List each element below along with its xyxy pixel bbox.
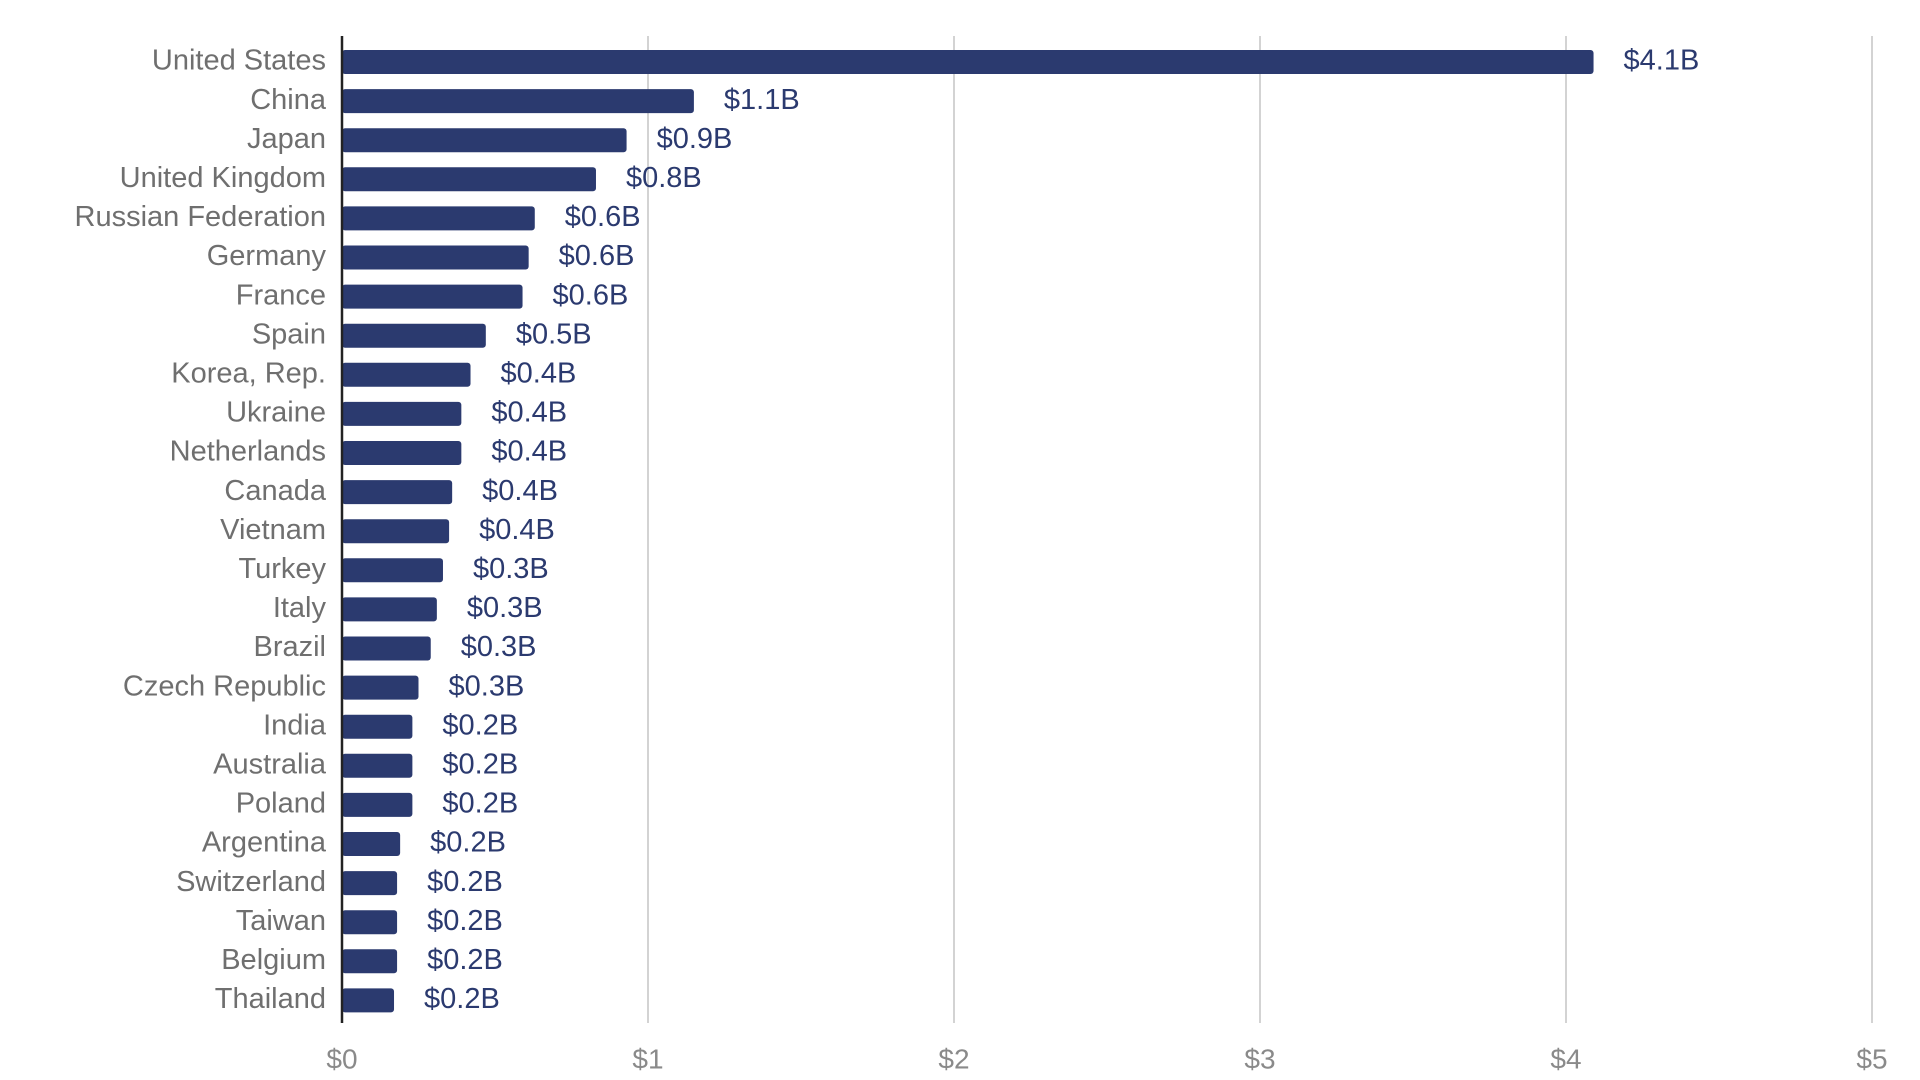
- bar: [342, 362, 471, 387]
- category-label: Netherlands: [170, 436, 326, 468]
- bar: [342, 714, 413, 739]
- category-label: Thailand: [215, 983, 326, 1015]
- value-label: $0.4B: [501, 357, 577, 389]
- bar: [342, 988, 395, 1013]
- category-label: Russian Federation: [75, 201, 326, 233]
- value-label: $0.6B: [559, 240, 635, 272]
- category-label: Canada: [224, 475, 326, 507]
- grid-layer: [647, 36, 1873, 1023]
- value-label: $0.2B: [442, 788, 518, 820]
- bar: [342, 401, 462, 426]
- bar: [342, 753, 413, 778]
- category-label: Argentina: [202, 827, 327, 859]
- category-label: Germany: [207, 240, 327, 272]
- bar: [342, 871, 398, 896]
- value-label: $0.3B: [467, 592, 543, 624]
- value-label: $0.5B: [516, 318, 592, 350]
- category-label: Switzerland: [176, 866, 326, 898]
- bar: [342, 128, 627, 153]
- bar: [342, 949, 398, 974]
- value-label: $0.2B: [427, 944, 503, 976]
- value-label: $0.2B: [424, 983, 500, 1015]
- value-label: $0.2B: [442, 748, 518, 780]
- category-label: France: [236, 279, 326, 311]
- value-label: $0.2B: [442, 709, 518, 741]
- value-label: $0.6B: [565, 201, 641, 233]
- category-label: United States: [152, 45, 326, 77]
- value-label: $0.2B: [430, 827, 506, 859]
- category-label: Brazil: [253, 631, 326, 663]
- labels-layer: United States $4.1B China $1.1B Japan $0.9B Un…: [75, 45, 1700, 1015]
- value-label: $0.8B: [626, 162, 702, 194]
- bar: [342, 167, 596, 192]
- category-label: China: [250, 84, 327, 116]
- category-label: Ukraine: [226, 397, 326, 429]
- category-label: Italy: [273, 592, 327, 624]
- bar: [342, 206, 535, 231]
- category-label: Australia: [213, 748, 327, 780]
- bar: [342, 441, 462, 465]
- bar: [342, 480, 453, 505]
- value-label: $0.9B: [657, 123, 733, 155]
- category-label: Belgium: [221, 944, 326, 976]
- ticks-layer: $0 $1 $2 $3 $4 $5: [326, 1043, 1887, 1074]
- x-tick-label: $0: [326, 1043, 357, 1074]
- value-label: $1.1B: [724, 84, 800, 116]
- category-label: Poland: [236, 788, 326, 820]
- value-label: $0.2B: [427, 905, 503, 937]
- bar: [342, 284, 523, 309]
- value-label: $0.4B: [482, 475, 558, 507]
- bar: [342, 89, 694, 114]
- bar: [342, 832, 401, 856]
- value-label: $0.2B: [427, 866, 503, 898]
- x-tick-label: $2: [938, 1043, 969, 1074]
- bar: [342, 558, 443, 583]
- value-label: $0.4B: [491, 397, 567, 429]
- category-label: Czech Republic: [123, 670, 326, 702]
- value-label: $4.1B: [1624, 45, 1700, 77]
- bars-layer: [342, 50, 1594, 1013]
- bar: [342, 636, 431, 661]
- category-label: Korea, Rep.: [171, 357, 326, 389]
- bar: [342, 597, 437, 622]
- x-tick-label: $4: [1550, 1043, 1581, 1074]
- value-label: $0.3B: [461, 631, 537, 663]
- category-label: United Kingdom: [120, 162, 326, 194]
- x-tick-label: $5: [1856, 1043, 1887, 1074]
- category-label: Japan: [247, 123, 326, 155]
- category-label: India: [263, 709, 327, 741]
- value-label: $0.4B: [491, 436, 567, 468]
- category-label: Vietnam: [220, 514, 326, 546]
- x-tick-label: $3: [1244, 1043, 1275, 1074]
- bar: [342, 519, 450, 544]
- bar: [342, 675, 419, 700]
- bar: [342, 792, 413, 817]
- category-label: Spain: [252, 318, 326, 350]
- value-label: $0.3B: [449, 670, 525, 702]
- bar: [342, 50, 1594, 74]
- bar: [342, 245, 529, 270]
- category-label: Taiwan: [236, 905, 326, 937]
- bar: [342, 910, 398, 935]
- bar: [342, 323, 486, 348]
- value-label: $0.6B: [553, 279, 629, 311]
- value-label: $0.4B: [479, 514, 555, 546]
- value-label: $0.3B: [473, 553, 549, 585]
- x-tick-label: $1: [632, 1043, 663, 1074]
- category-label: Turkey: [238, 553, 326, 585]
